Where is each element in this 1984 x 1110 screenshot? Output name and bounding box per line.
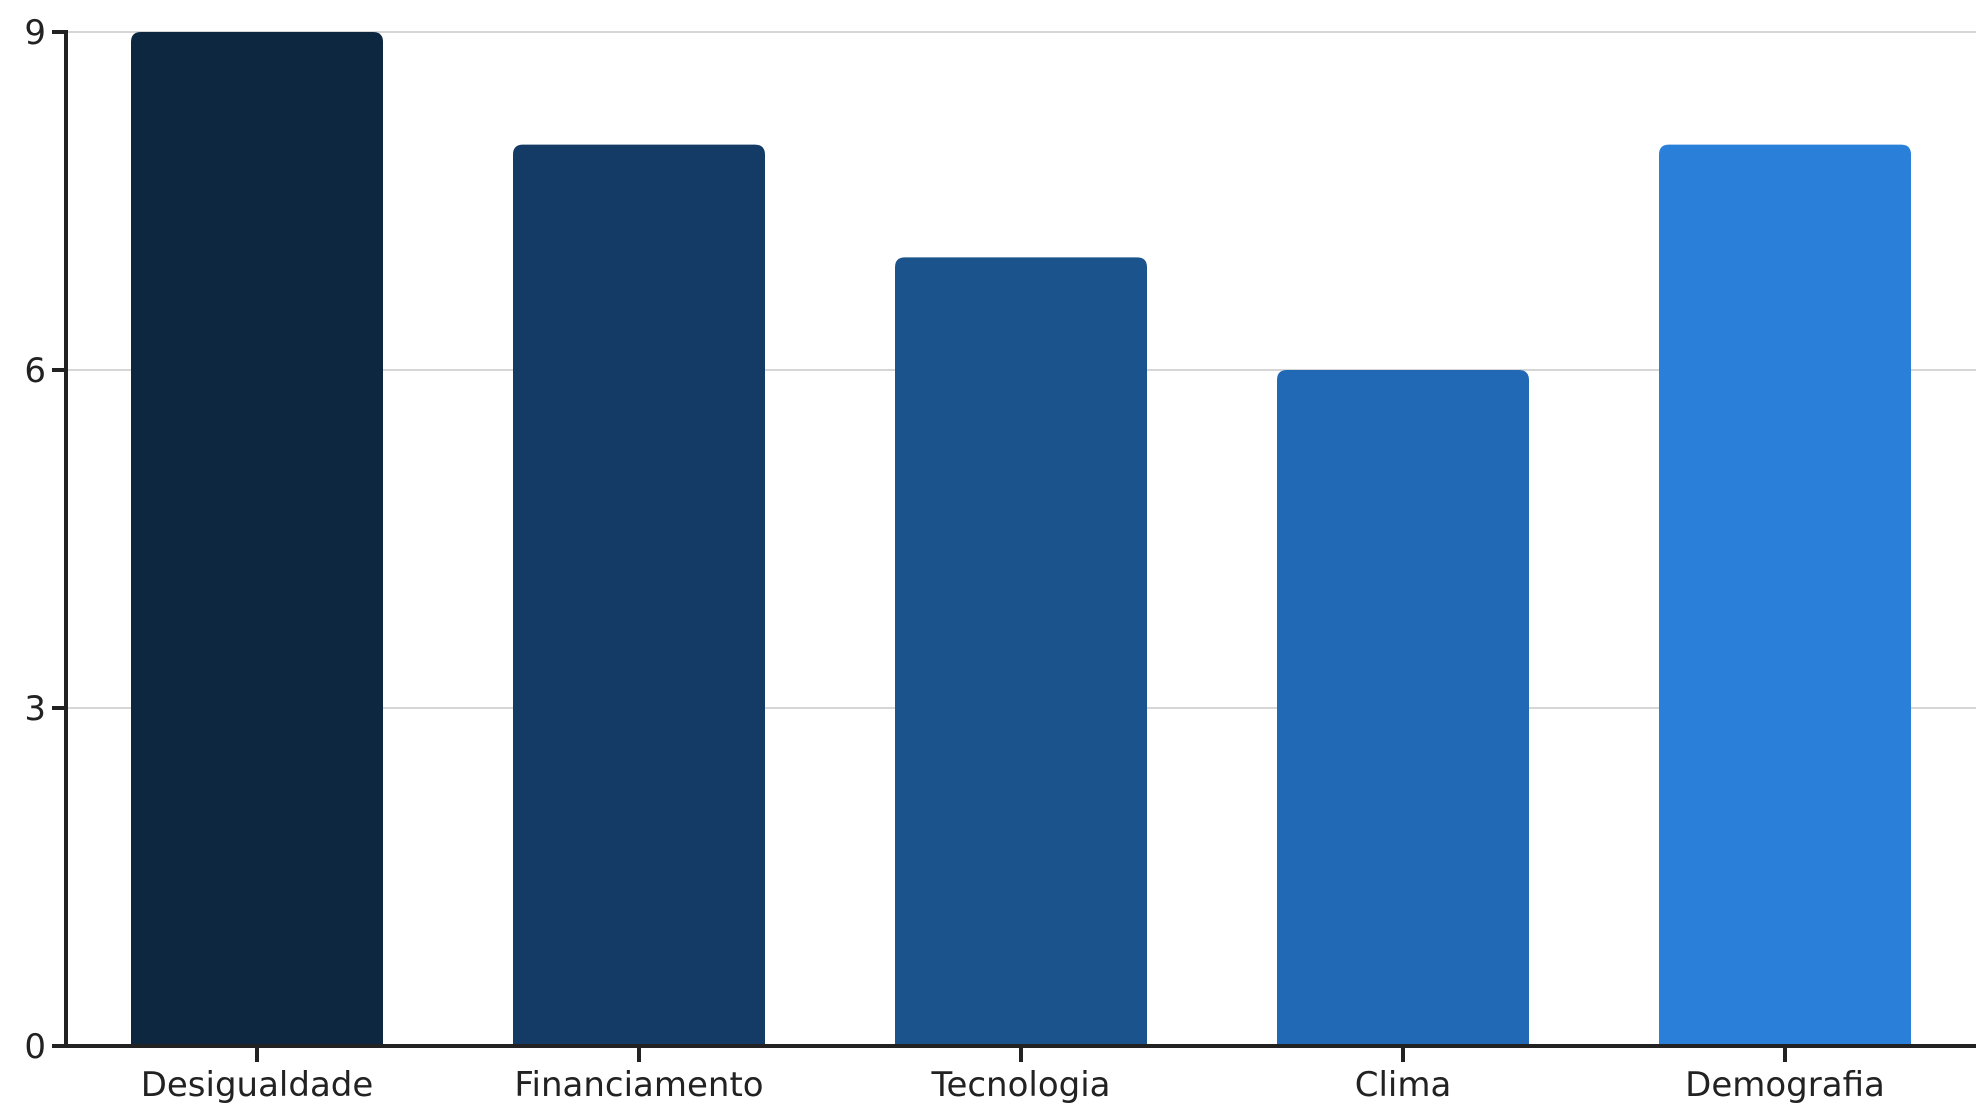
y-tick-label: 6 xyxy=(24,351,46,391)
axes xyxy=(52,30,1976,1062)
bar-demografia xyxy=(1659,144,1911,1046)
y-tick-label: 3 xyxy=(24,689,46,729)
x-tick-label: Financiamento xyxy=(514,1065,763,1105)
y-tick-label: 9 xyxy=(24,13,46,53)
bar-clima xyxy=(1277,370,1529,1046)
y-tick-label: 0 xyxy=(24,1027,46,1067)
x-tick-label: Demografia xyxy=(1685,1065,1885,1105)
bar-financiamento xyxy=(513,144,765,1046)
tick-labels: 0 3 6 9 Desigualdade Financiamento Tecnologia C… xyxy=(24,13,1884,1105)
x-tick-label: Desigualdade xyxy=(141,1065,374,1105)
bar-tecnologia xyxy=(895,257,1147,1046)
x-tick-label: Clima xyxy=(1355,1065,1452,1105)
bar-desigualdade xyxy=(131,32,383,1046)
x-tick-label: Tecnologia xyxy=(930,1065,1110,1105)
bars xyxy=(131,32,1911,1046)
